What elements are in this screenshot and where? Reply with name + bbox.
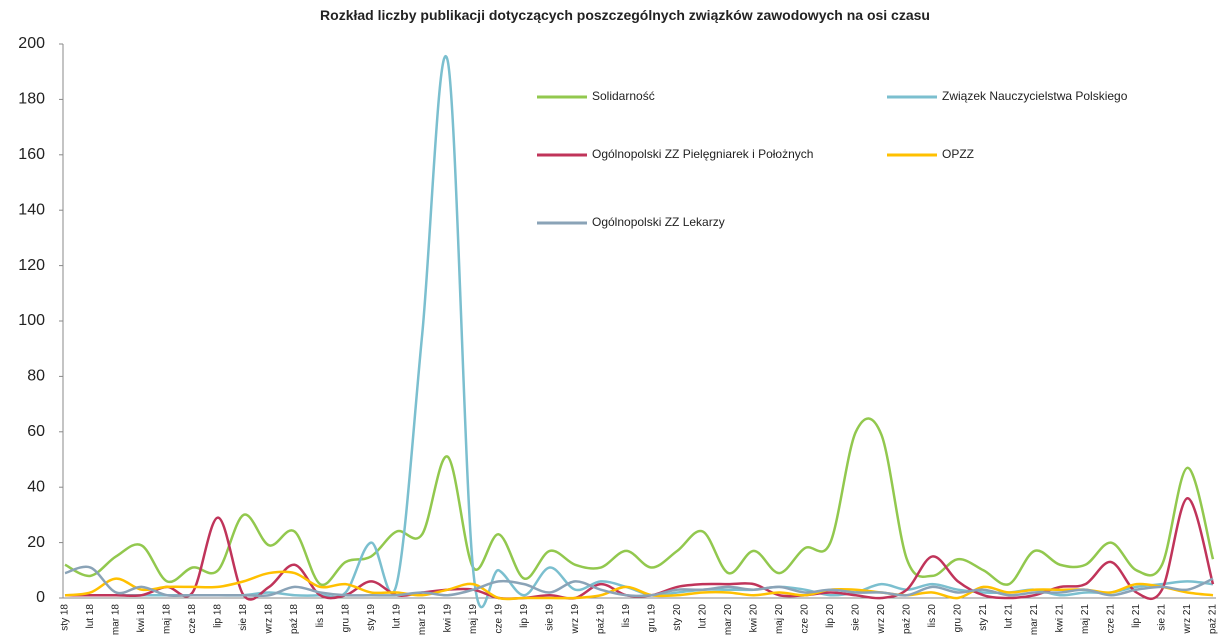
x-tick-label: kwi 19 (442, 604, 453, 633)
x-tick-label: mar 21 (1029, 604, 1040, 636)
series-line (64, 570, 1214, 601)
x-tick-label: mar 19 (417, 604, 428, 636)
x-tick-label: lut 19 (391, 604, 402, 629)
y-tick-label: 120 (18, 257, 45, 274)
x-tick-label: sty 18 (60, 604, 71, 631)
x-tick-label: lip 20 (825, 604, 836, 628)
x-tick-label: sie 20 (850, 604, 861, 631)
x-tick-label: wrz 21 (1182, 604, 1193, 635)
series-line (64, 417, 1215, 587)
x-tick-label: lis 20 (927, 604, 938, 628)
series-line (64, 565, 1214, 598)
x-tick-label: cze 21 (1106, 604, 1117, 634)
x-tick-label: maj 20 (774, 604, 785, 634)
legend-label: Ogólnopolski ZZ Lekarzy (592, 215, 725, 229)
x-tick-label: cze 19 (493, 604, 504, 634)
y-tick-label: 160 (18, 146, 45, 163)
x-tick-label: maj 19 (468, 604, 479, 634)
x-tick-label: kwi 21 (1055, 604, 1066, 633)
x-tick-label: sie 21 (1157, 604, 1168, 631)
y-tick-label: 80 (27, 368, 45, 385)
x-tick-label: kwi 20 (748, 604, 759, 633)
x-tick-label: wrz 18 (264, 604, 275, 635)
x-tick-label: lip 18 (213, 604, 224, 628)
x-tick-label: mar 18 (111, 604, 122, 636)
x-tick-label: paź 19 (595, 604, 606, 634)
x-tick-label: wrz 20 (876, 604, 887, 635)
chart-title: Rozkład liczby publikacji dotyczących po… (320, 7, 930, 23)
x-tick-label: gru 18 (340, 604, 351, 633)
y-tick-label: 40 (27, 478, 45, 495)
x-tick-label: lip 21 (1131, 604, 1142, 628)
y-tick-label: 60 (27, 423, 45, 440)
x-tick-label: sty 20 (672, 604, 683, 631)
y-tick-label: 100 (18, 312, 45, 329)
x-tick-label: lis 19 (621, 604, 632, 628)
x-tick-label: maj 18 (162, 604, 173, 634)
x-tick-label: mar 20 (723, 604, 734, 636)
x-tick-label: lis 18 (315, 604, 326, 628)
legend-label: Solidarność (592, 89, 655, 103)
legend-label: Związek Nauczycielstwa Polskiego (942, 89, 1128, 103)
x-tick-label: lut 20 (697, 604, 708, 629)
y-tick-label: 0 (36, 589, 45, 606)
x-tick-label: cze 20 (799, 604, 810, 634)
x-tick-label: sty 21 (978, 604, 989, 631)
x-tick-label: cze 18 (187, 604, 198, 634)
x-tick-label: lut 18 (85, 604, 96, 629)
x-tick-label: gru 19 (646, 604, 657, 633)
y-tick-label: 140 (18, 201, 45, 218)
x-tick-label: lip 19 (519, 604, 530, 628)
y-tick-label: 200 (18, 35, 45, 52)
x-tick-label: sty 19 (366, 604, 377, 631)
y-tick-label: 20 (27, 534, 45, 551)
x-tick-label: lut 21 (1004, 604, 1015, 629)
x-tick-label: paź 21 (1208, 604, 1218, 634)
legend-label: Ogólnopolski ZZ Pielęgniarek i Położnych (592, 147, 813, 161)
x-tick-label: wrz 19 (570, 604, 581, 635)
x-tick-label: paź 20 (902, 604, 913, 634)
y-tick-label: 180 (18, 91, 45, 108)
legend-label: OPZZ (942, 147, 974, 161)
x-tick-label: sie 18 (238, 604, 249, 631)
x-tick-label: kwi 18 (136, 604, 147, 633)
x-tick-label: maj 21 (1080, 604, 1091, 634)
x-tick-label: sie 19 (544, 604, 555, 631)
x-tick-label: paź 18 (289, 604, 300, 634)
x-tick-label: gru 20 (953, 604, 964, 633)
